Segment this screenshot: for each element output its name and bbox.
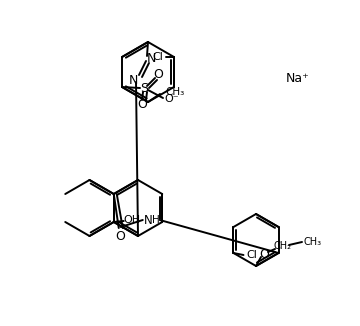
Text: CH₃: CH₃ — [165, 87, 184, 97]
Text: Cl: Cl — [246, 250, 257, 260]
Text: N: N — [144, 214, 153, 227]
Text: O⁻: O⁻ — [164, 94, 179, 104]
Text: O: O — [153, 68, 163, 82]
Text: S: S — [140, 82, 148, 96]
Text: N: N — [128, 73, 138, 86]
Text: N: N — [146, 52, 156, 65]
Text: O: O — [137, 98, 147, 111]
Text: O: O — [259, 247, 269, 260]
Text: OH: OH — [123, 215, 140, 225]
Text: Cl: Cl — [153, 52, 163, 62]
Text: Na⁺: Na⁺ — [286, 71, 310, 84]
Text: O: O — [115, 230, 125, 243]
Text: H: H — [152, 215, 159, 225]
Text: CH₃: CH₃ — [304, 237, 322, 247]
Text: CH₂: CH₂ — [273, 241, 291, 251]
